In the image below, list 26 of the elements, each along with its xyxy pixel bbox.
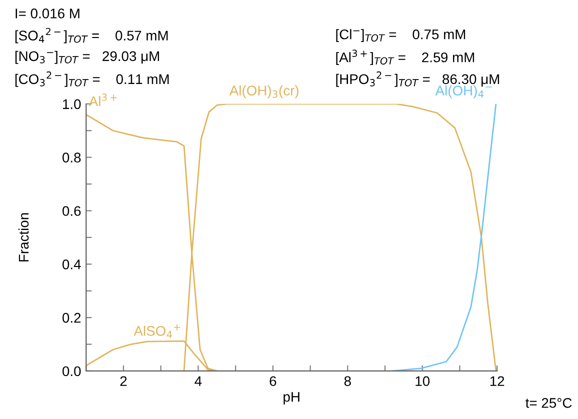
x-axis-title: pH (284, 392, 300, 405)
text: [Cl$^{−}$]$_{TOT}$ = 0.75 mM (336, 29, 466, 42)
y-tick-label: 0.0 (62, 366, 81, 376)
y-axis-title: Fraction (18, 213, 29, 262)
annotation: AlSO$_{4}$$^{+}$ (134, 324, 180, 338)
y-tick-label: 0.8 (62, 152, 81, 162)
annotation: Al(OH)$_{3}$(cr) (229, 85, 298, 98)
annotation: Al$^{3+}$ (88, 94, 117, 106)
text: [SO$_{4}$$^{2−}$]$_{TOT}$ = 0.57 mM (15, 28, 168, 44)
line-series (392, 104, 497, 371)
x-tick-label: 6 (270, 376, 276, 386)
x-tick-label: 4 (194, 376, 202, 386)
text: [NO$_{3}$$^{−}$]$_{TOT}$ = 29.03 μM (15, 50, 159, 64)
x-tick-label: 10 (416, 376, 430, 386)
x-tick-label: 12 (490, 376, 504, 386)
y-tick-label: 0.2 (62, 312, 81, 323)
text: I= 0.016 M (16, 8, 80, 18)
text: [CO$_{3}$$^{2−}$]$_{TOT}$ = 0.11 mM (15, 71, 169, 87)
y-tick-label: 0.4 (62, 259, 81, 270)
annotation: Al(OH)$_{4}$$^{−}$ (435, 85, 492, 98)
text: [Al$^{3+}$]$_{TOT}$ = 2.59 mM (336, 50, 474, 66)
y-tick-label: 1.0 (63, 99, 81, 110)
text: t= 25°C (526, 398, 572, 408)
x-tick-label: 2 (120, 376, 127, 386)
y-tick-label: 0.6 (62, 206, 81, 216)
x-tick-label: 8 (344, 376, 351, 386)
